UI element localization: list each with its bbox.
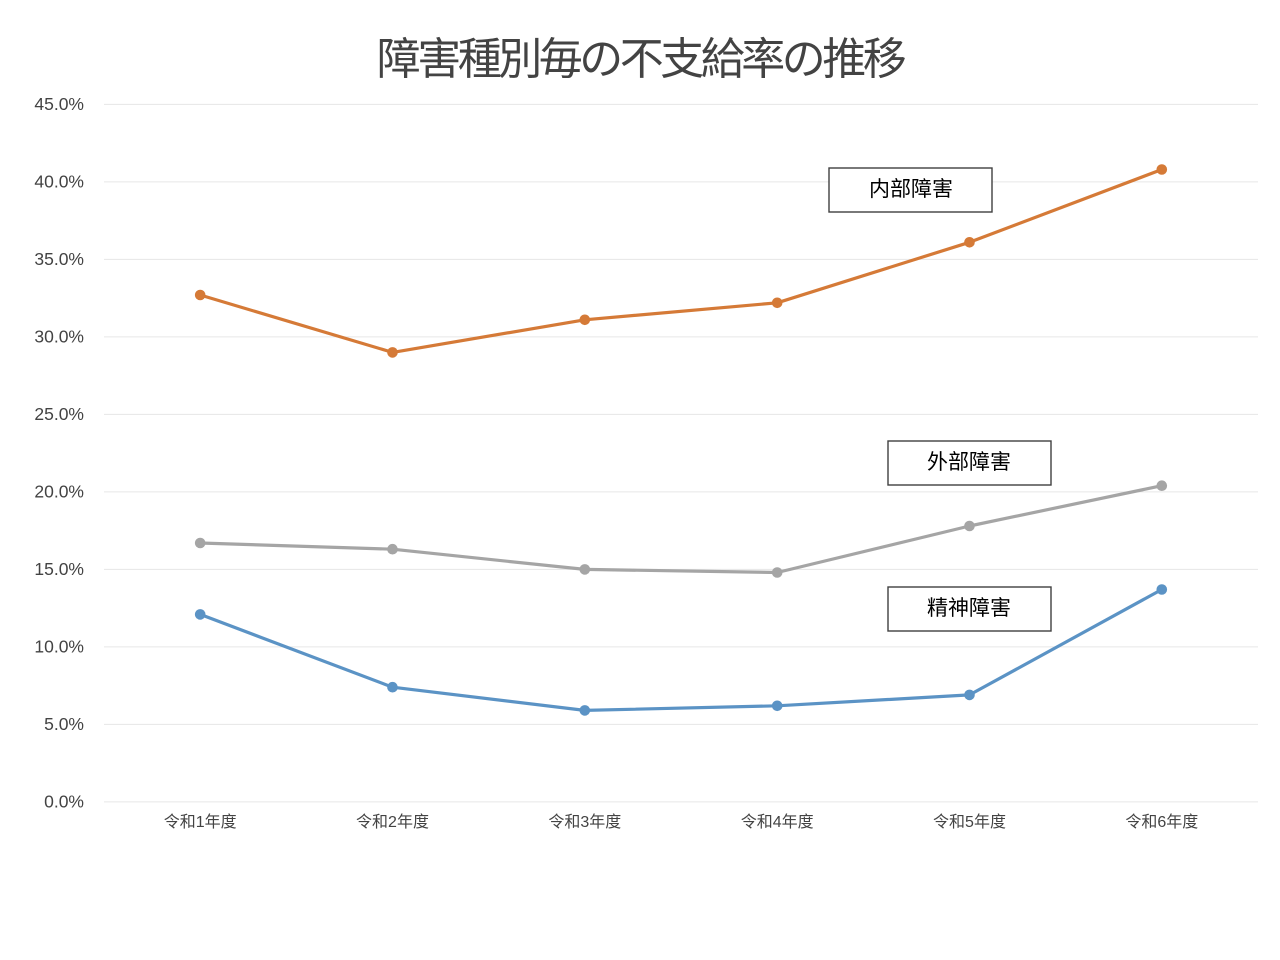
- svg-text:外部障害: 外部障害: [927, 451, 1011, 474]
- svg-text:30.0%: 30.0%: [34, 326, 84, 346]
- svg-text:令和6年度: 令和6年度: [1125, 813, 1198, 831]
- svg-text:15.0%: 15.0%: [34, 559, 84, 579]
- svg-text:25.0%: 25.0%: [34, 404, 84, 424]
- svg-text:45.0%: 45.0%: [34, 94, 84, 114]
- svg-text:令和1年度: 令和1年度: [164, 813, 237, 831]
- svg-text:40.0%: 40.0%: [34, 171, 84, 191]
- svg-text:令和4年度: 令和4年度: [741, 813, 814, 831]
- svg-text:10.0%: 10.0%: [34, 636, 84, 656]
- svg-text:5.0%: 5.0%: [44, 714, 84, 734]
- svg-text:令和2年度: 令和2年度: [356, 813, 429, 831]
- svg-text:35.0%: 35.0%: [34, 249, 84, 269]
- svg-text:令和3年度: 令和3年度: [548, 813, 621, 831]
- svg-text:令和5年度: 令和5年度: [933, 813, 1006, 831]
- svg-text:20.0%: 20.0%: [34, 481, 84, 501]
- svg-text:0.0%: 0.0%: [44, 791, 84, 811]
- svg-text:精神障害: 精神障害: [927, 597, 1011, 620]
- svg-text:内部障害: 内部障害: [869, 178, 953, 201]
